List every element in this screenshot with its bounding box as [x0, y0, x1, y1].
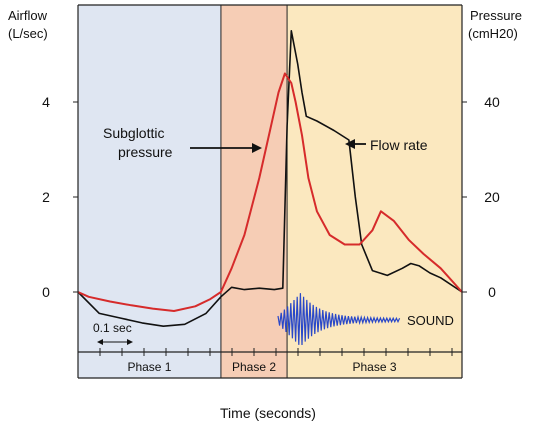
phase-1-label: Phase 1	[127, 360, 171, 374]
series-lines	[77, 29, 463, 328]
right-axis-title-line2: (cmH20)	[468, 26, 518, 41]
phase-3-label: Phase 3	[353, 360, 397, 374]
right-axis-title-line1: Pressure	[470, 8, 522, 23]
sound-label: SOUND	[407, 313, 454, 328]
left-tick-label: 0	[42, 284, 50, 300]
right-tick-label: 40	[484, 94, 500, 110]
flow-line	[77, 29, 463, 328]
phase-labels: Phase 1 Phase 2 Phase 3	[127, 360, 396, 374]
left-axis-title-line1: Airflow	[8, 8, 48, 23]
sound-waveform	[277, 293, 401, 346]
sound-wave-path	[277, 293, 401, 346]
left-axis-title-line2: (L/sec)	[8, 26, 48, 41]
pressure-line	[77, 72, 463, 312]
phase-2-region	[220, 5, 288, 378]
scale-label: 0.1 sec	[93, 321, 132, 335]
scale-arrow-left	[97, 339, 103, 345]
subglottic-label-line2: pressure	[118, 144, 173, 160]
phase-2-label: Phase 2	[232, 360, 276, 374]
flow-arrowhead	[345, 139, 355, 149]
left-tick-label: 4	[42, 94, 50, 110]
phase-1-region	[78, 5, 221, 378]
axes	[73, 4, 467, 379]
x-axis-title: Time (seconds)	[220, 405, 316, 421]
subglottic-label-line1: Subglottic	[103, 125, 164, 141]
right-tick-label: 20	[484, 189, 500, 205]
annotations: Subglottic pressure Flow rate SOUND 0.1 sec	[93, 125, 454, 345]
axis-titles: Airflow (L/sec) Pressure (cmH20) Time (secon…	[8, 8, 522, 421]
scale-arrow-right	[127, 339, 133, 345]
flow-rate-label: Flow rate	[370, 137, 428, 153]
phase-backgrounds	[78, 5, 462, 378]
left-tick-label: 2	[42, 189, 50, 205]
subglottic-arrowhead	[252, 143, 262, 153]
right-tick-label: 0	[488, 284, 496, 300]
